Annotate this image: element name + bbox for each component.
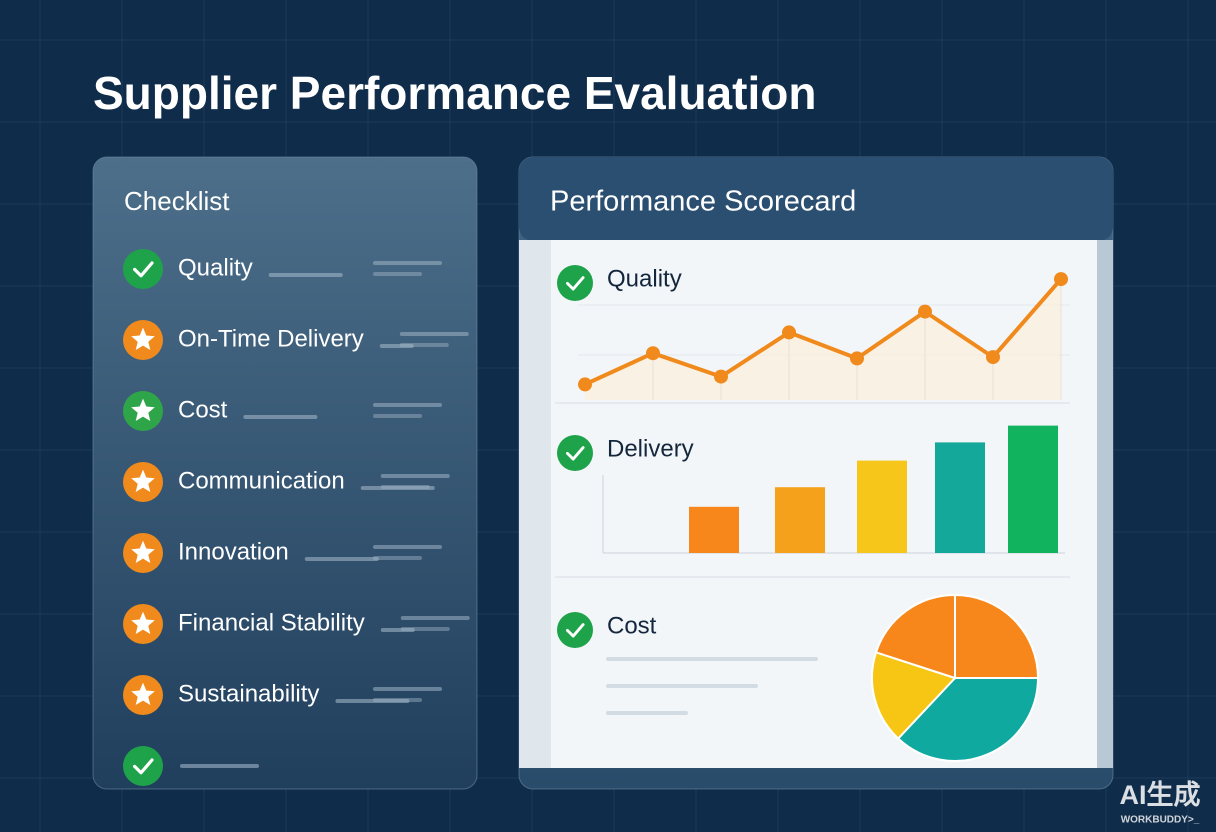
line-point xyxy=(986,350,1000,365)
line-area xyxy=(585,279,1061,400)
checklist-item-label: Sustainability xyxy=(178,680,319,707)
scorecard-margin xyxy=(519,240,551,768)
section-label: Delivery xyxy=(607,435,694,462)
watermark-sub: WORKBUDDY>_ xyxy=(1121,815,1200,826)
star-mark xyxy=(131,398,155,421)
status-icon xyxy=(123,746,163,786)
star-mark xyxy=(131,611,155,634)
scorecard-scrollbar xyxy=(1097,240,1113,768)
status-icon xyxy=(557,265,593,301)
bar xyxy=(689,506,739,553)
bar xyxy=(775,487,825,553)
bar xyxy=(1008,425,1058,553)
checklist-title: Checklist xyxy=(124,186,230,216)
checklist-item-label: Quality xyxy=(178,254,253,281)
bar xyxy=(935,442,985,553)
line-point xyxy=(782,325,796,340)
check-mark xyxy=(566,446,585,461)
bar xyxy=(857,460,907,553)
star-mark xyxy=(131,682,155,705)
watermark: AI生成 xyxy=(1120,780,1201,810)
check-mark xyxy=(133,261,154,278)
pie-slice xyxy=(954,593,1040,679)
check-mark xyxy=(566,276,585,291)
line-point xyxy=(918,304,932,319)
page-title: Supplier Performance Evaluation xyxy=(93,67,816,119)
star-mark xyxy=(131,327,155,350)
checklist-item-label: Communication xyxy=(178,467,345,494)
status-icon xyxy=(557,612,593,648)
pie-slice xyxy=(871,651,957,740)
line-point xyxy=(850,351,864,366)
line-series xyxy=(584,277,1063,387)
status-icon xyxy=(557,435,593,471)
line-point xyxy=(646,346,660,361)
checklist-item-label: Innovation xyxy=(178,538,289,565)
check-mark xyxy=(566,623,585,638)
checklist-item-label: Financial Stability xyxy=(178,609,365,636)
star-mark xyxy=(131,540,155,563)
checklist-panel xyxy=(92,156,478,790)
star-mark xyxy=(131,469,155,492)
checklist-item-label: Cost xyxy=(178,396,228,423)
scorecard-title: Performance Scorecard xyxy=(550,186,856,218)
section-label: Cost xyxy=(607,612,657,639)
line-point xyxy=(1054,272,1068,287)
line-point xyxy=(578,377,592,392)
check-mark xyxy=(133,758,154,775)
section-label: Quality xyxy=(607,265,682,292)
checklist-item-label: On-Time Delivery xyxy=(178,325,364,352)
line-point xyxy=(714,369,728,384)
pie-slice xyxy=(874,593,956,680)
pie-slice xyxy=(896,677,1040,762)
status-icon xyxy=(123,249,163,289)
scorecard-header xyxy=(519,157,1113,241)
